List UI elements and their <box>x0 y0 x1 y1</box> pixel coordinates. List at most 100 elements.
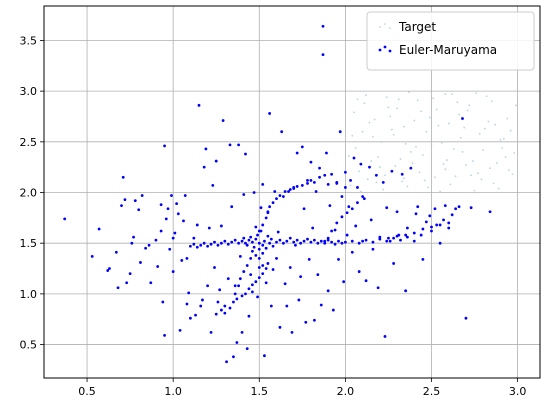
euler-maruyama-point <box>326 182 330 186</box>
euler-maruyama-point <box>159 203 163 207</box>
euler-maruyama-point <box>219 241 223 245</box>
euler-maruyama-point <box>281 241 285 245</box>
euler-maruyama-point <box>128 272 132 275</box>
euler-maruyama-point <box>176 212 180 216</box>
euler-maruyama-point <box>385 206 389 210</box>
euler-maruyama-point <box>161 300 165 304</box>
target-point <box>480 178 483 181</box>
euler-maruyama-point <box>244 241 247 245</box>
euler-maruyama-point <box>323 241 327 245</box>
euler-maruyama-point <box>319 303 323 307</box>
euler-maruyama-point <box>357 241 361 245</box>
euler-maruyama-point <box>392 236 396 240</box>
target-point <box>409 151 412 153</box>
euler-maruyama-point <box>139 261 142 264</box>
y-tick-label: 2.0 <box>20 187 38 200</box>
target-point <box>418 171 421 174</box>
euler-maruyama-point <box>323 239 327 243</box>
target-point <box>428 116 431 119</box>
euler-maruyama-point <box>261 243 265 247</box>
euler-maruyama-point <box>306 178 309 182</box>
euler-maruyama-point <box>430 229 433 233</box>
euler-maruyama-point <box>240 330 244 334</box>
target-series <box>347 91 517 193</box>
x-tick-label: 2.5 <box>423 385 441 398</box>
target-point <box>440 141 443 144</box>
target-point <box>397 98 400 101</box>
target-point <box>403 125 405 128</box>
euler-maruyama-point <box>188 244 192 248</box>
euler-maruyama-point <box>330 172 334 176</box>
target-point <box>372 135 374 138</box>
euler-maruyama-point <box>250 283 254 287</box>
y-tick-label: 0.5 <box>20 339 38 352</box>
euler-maruyama-point <box>316 241 320 245</box>
euler-maruyama-point <box>464 316 468 320</box>
euler-maruyama-point <box>306 237 309 241</box>
euler-maruyama-point <box>438 223 442 227</box>
euler-maruyama-point <box>343 240 347 244</box>
target-point <box>449 183 452 186</box>
euler-maruyama-point <box>405 235 409 239</box>
euler-maruyama-point <box>333 242 337 246</box>
euler-maruyama-point <box>330 240 334 244</box>
euler-maruyama-point <box>242 193 246 196</box>
euler-maruyama-point <box>371 240 375 244</box>
euler-maruyama-point <box>424 220 428 224</box>
euler-maruyama-point <box>433 207 437 211</box>
euler-maruyama-point <box>295 238 299 242</box>
euler-maruyama-point <box>218 288 222 292</box>
euler-maruyama-point <box>361 239 365 243</box>
euler-maruyama-point <box>120 204 123 208</box>
euler-maruyama-point <box>275 197 278 200</box>
euler-maruyama-point <box>216 300 220 304</box>
euler-maruyama-point <box>250 290 254 294</box>
euler-maruyama-point <box>352 156 356 160</box>
euler-maruyama-point <box>285 239 289 243</box>
euler-maruyama-point <box>307 258 311 261</box>
euler-maruyama-point <box>213 240 216 244</box>
euler-maruyama-point <box>302 207 306 211</box>
target-point <box>482 149 485 151</box>
target-point <box>347 155 350 157</box>
euler-maruyama-point <box>197 103 201 107</box>
target-point <box>485 95 488 98</box>
euler-maruyama-point <box>163 144 166 148</box>
euler-maruyama-point <box>337 258 340 261</box>
euler-maruyama-point <box>292 240 296 244</box>
target-point <box>513 152 516 154</box>
euler-maruyama-point <box>276 230 280 234</box>
x-tick-label: 2.0 <box>337 385 355 398</box>
euler-maruyama-point <box>221 119 225 122</box>
euler-maruyama-point <box>325 151 328 155</box>
euler-maruyama-point <box>195 245 199 249</box>
euler-maruyama-point <box>214 312 218 316</box>
euler-maruyama-point <box>97 227 101 231</box>
euler-maruyama-point <box>405 226 409 230</box>
euler-maruyama-point <box>357 270 361 273</box>
euler-maruyama-point <box>206 244 210 248</box>
target-point <box>366 178 369 181</box>
euler-maruyama-point <box>312 238 316 242</box>
euler-maruyama-point <box>388 239 392 243</box>
euler-maruyama-point <box>261 182 265 186</box>
euler-maruyama-point <box>354 224 358 228</box>
legend-target-label: Target <box>398 20 436 34</box>
target-point <box>390 128 393 131</box>
euler-maruyama-point <box>219 224 223 228</box>
euler-maruyama-point <box>421 227 425 231</box>
euler-maruyama-point <box>340 195 344 198</box>
euler-maruyama-point <box>201 298 204 302</box>
euler-maruyama-point <box>326 238 330 242</box>
euler-maruyama-point <box>228 143 232 147</box>
euler-maruyama-point <box>244 292 247 296</box>
euler-maruyama-point <box>266 262 270 265</box>
euler-maruyama-point <box>185 302 189 306</box>
euler-maruyama-point <box>266 234 270 238</box>
euler-maruyama-point <box>223 311 227 315</box>
euler-maruyama-point <box>374 173 378 177</box>
euler-maruyama-point <box>256 295 259 299</box>
euler-maruyama-point <box>226 242 230 246</box>
euler-maruyama-point <box>395 210 399 214</box>
euler-maruyama-point <box>257 256 261 260</box>
